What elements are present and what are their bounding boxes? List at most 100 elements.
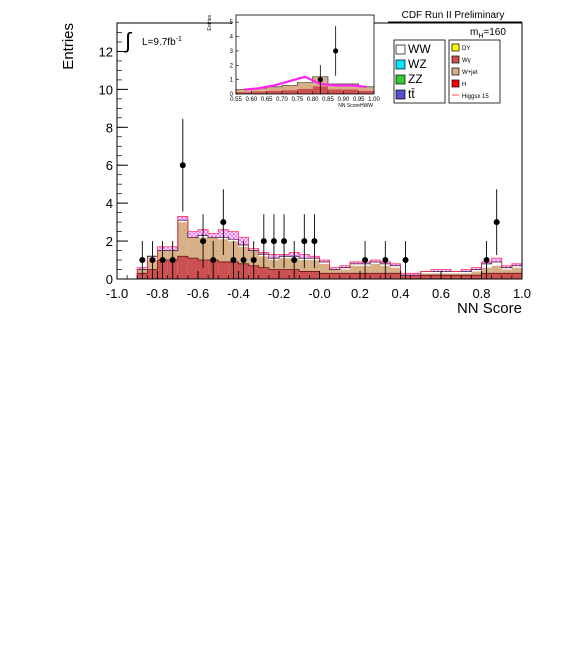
data-point <box>311 238 318 245</box>
stack-bin <box>430 273 441 276</box>
data-point <box>210 257 217 264</box>
stack-bin <box>410 275 421 279</box>
inset-x-tick-label: 0.95 <box>353 97 365 103</box>
main-plot: -1.0 -0.8 -0.6 -0.4 -0.2 -0.0 0.2 0.4 0.6 0.8 1.0 … <box>60 22 531 317</box>
inset-y-tick-label: 0 <box>230 92 234 98</box>
inset-bin <box>236 92 252 94</box>
signal-bin <box>390 263 401 266</box>
main-y-tick-label: 10 <box>99 82 113 97</box>
inset-bin <box>251 88 267 92</box>
inset-x-tick-label: 0.65 <box>261 97 273 103</box>
inset-bin <box>282 90 298 94</box>
legend-right-item-swatch <box>451 79 460 88</box>
stack-bin <box>370 273 381 279</box>
inset-bin <box>251 91 267 94</box>
legend-left-item-label: WW <box>408 42 431 56</box>
stack-bin <box>471 269 482 272</box>
stack-bin <box>471 275 482 279</box>
plot-title: CDF Run II Preliminary <box>402 10 505 21</box>
data-point <box>362 257 369 264</box>
legend-left-item-swatch <box>395 44 406 55</box>
stack-bin <box>501 273 512 279</box>
stack-bin <box>258 267 269 279</box>
inset-x-tick-label: 0.60 <box>245 97 257 103</box>
main-x-tick-label: -0.4 <box>227 286 249 301</box>
stack-bin <box>349 263 360 266</box>
stack-bin <box>441 271 452 274</box>
stack-bin <box>511 273 522 279</box>
stack-bin <box>420 275 431 279</box>
inset-y-tick-label: 3 <box>230 49 234 55</box>
legend-left-item-swatch <box>395 59 406 70</box>
inset-background <box>232 14 374 94</box>
signal-bin <box>329 267 340 270</box>
inset-x-tick-label: 1.00 <box>368 97 380 103</box>
stack-bin <box>187 258 198 279</box>
stack-bin <box>420 271 431 274</box>
stack-bin <box>441 275 452 279</box>
main-x-tick-label: -0.6 <box>187 286 209 301</box>
data-point <box>483 257 490 264</box>
inset-y-tick-label: 2 <box>230 63 234 69</box>
signal-bin <box>228 231 239 240</box>
main-y-tick-label: 6 <box>106 158 113 173</box>
stack-bin <box>218 261 229 279</box>
signal-bin <box>177 216 188 221</box>
data-point <box>291 257 298 264</box>
stack-bin <box>370 263 381 274</box>
data-point <box>220 219 227 226</box>
signal-bin <box>187 231 198 238</box>
data-point <box>301 238 308 245</box>
signal-bin <box>238 237 249 245</box>
stack-bin <box>339 273 350 279</box>
stack-bin <box>268 269 279 279</box>
main-y-tick-label: 8 <box>106 120 113 135</box>
legend-right-item-swatch <box>451 67 460 76</box>
main-x-tick-label: 0.6 <box>432 286 450 301</box>
main-x-tick-label: -0.8 <box>146 286 168 301</box>
stack-bin <box>349 265 360 274</box>
data-point <box>169 257 176 264</box>
stack-bin <box>309 271 320 279</box>
stack-bin <box>329 273 340 279</box>
higgs-signal-outline <box>136 216 523 279</box>
stack-bin <box>491 273 502 279</box>
main-x-axis-label: NN Score <box>457 300 522 317</box>
stack-bin <box>430 275 441 279</box>
main-x-tick-label: -0.0 <box>308 286 330 301</box>
legend-left-item-swatch <box>395 74 406 85</box>
inset-frame <box>235 14 375 95</box>
inset-signal-curve <box>243 75 367 91</box>
inset-x-tick-label: 0.75 <box>291 97 303 103</box>
stack-bin <box>491 261 502 266</box>
stack-bin <box>319 263 330 274</box>
inset-bin <box>328 83 344 90</box>
main-x-tick-label: 0.8 <box>472 286 490 301</box>
signal-bin <box>339 265 350 268</box>
legend-right-item-swatch <box>451 55 460 64</box>
legend-left-item-swatch <box>395 89 406 100</box>
luminosity-value: L=9.7fb <box>142 37 176 48</box>
stack-bin <box>511 267 522 274</box>
stack-bin <box>349 273 360 279</box>
inset-x-tick-label: 0.90 <box>337 97 349 103</box>
main-x-tick-label: -1.0 <box>106 286 128 301</box>
main-y-tick-label: 0 <box>106 272 113 287</box>
signal-bin <box>441 269 452 272</box>
stack-bin <box>370 261 381 264</box>
inset-bin <box>236 89 252 93</box>
stack-bin <box>441 273 452 276</box>
signal-bin <box>370 260 381 262</box>
data-point <box>250 257 257 264</box>
data-point <box>260 238 267 245</box>
legend-left-item-label: ZZ <box>408 72 423 86</box>
stack-bin <box>390 265 401 268</box>
stack-bin <box>511 265 522 268</box>
data-point <box>149 257 156 264</box>
stack-bin <box>187 237 198 259</box>
inset-y-axis: 0 1 2 3 4 5 <box>230 20 239 98</box>
stack-bin <box>430 271 441 274</box>
inset-bin <box>328 89 344 94</box>
stack-bin <box>319 273 330 279</box>
